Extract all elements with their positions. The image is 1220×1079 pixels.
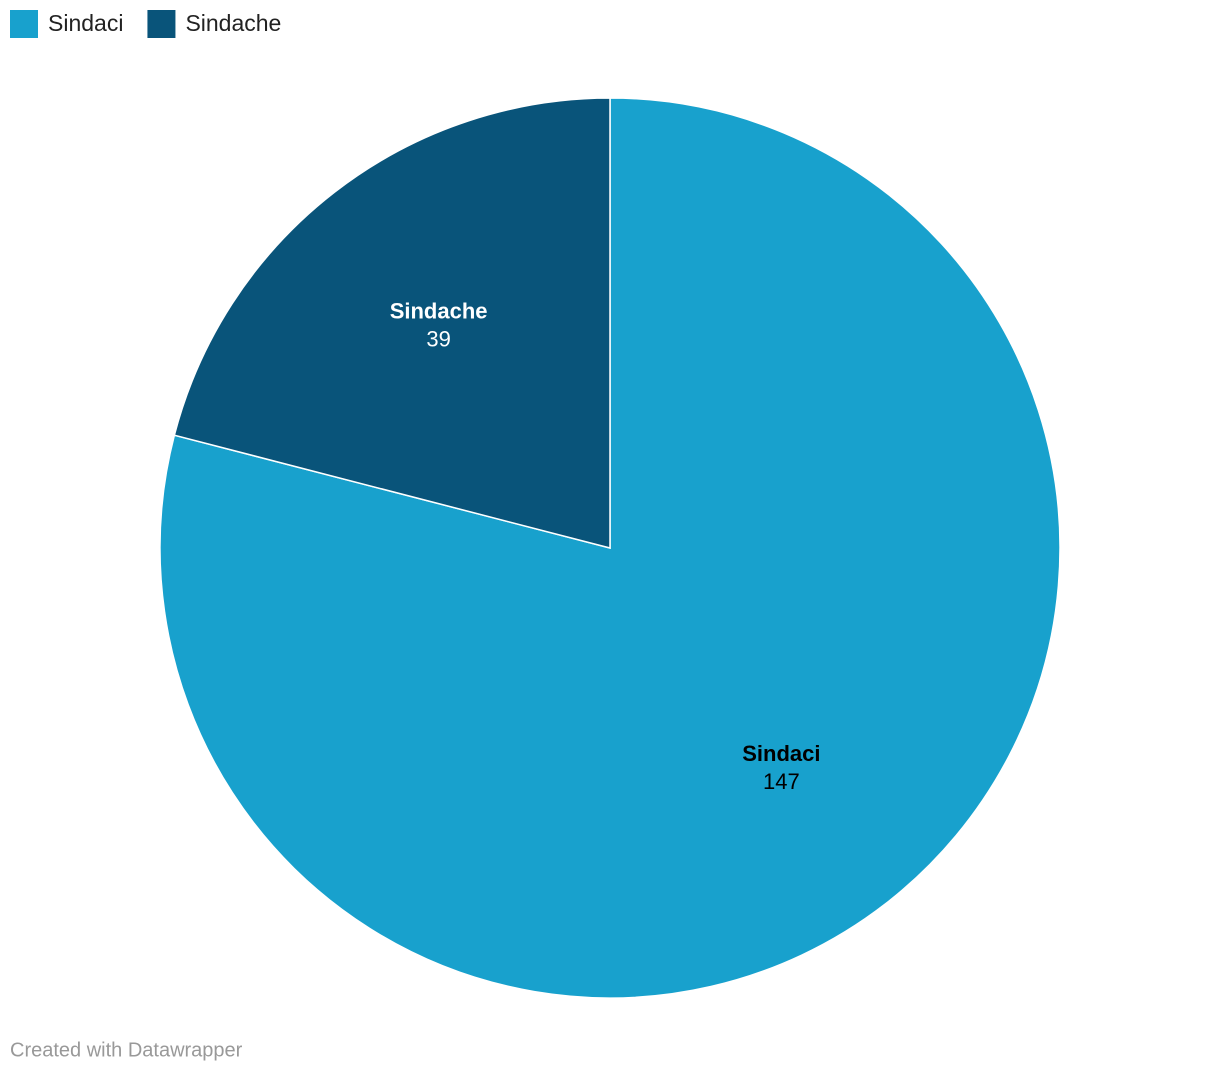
slice-name: Sindache — [390, 298, 488, 323]
legend-swatch — [147, 10, 176, 38]
legend: Sindaci Sindache — [10, 10, 281, 38]
pie — [159, 97, 1061, 999]
pie-slice — [173, 97, 611, 549]
slice-name: Sindaci — [742, 741, 820, 766]
legend-swatch — [10, 10, 38, 38]
slice-labels: Sindaci 147 Sindache 39 — [390, 298, 821, 794]
legend-label: Sindache — [185, 10, 281, 36]
slice-value: 147 — [763, 769, 800, 794]
credit: Created with Datawrapper — [10, 1039, 243, 1061]
legend-label: Sindaci — [48, 10, 123, 36]
slice-value: 39 — [426, 326, 450, 351]
